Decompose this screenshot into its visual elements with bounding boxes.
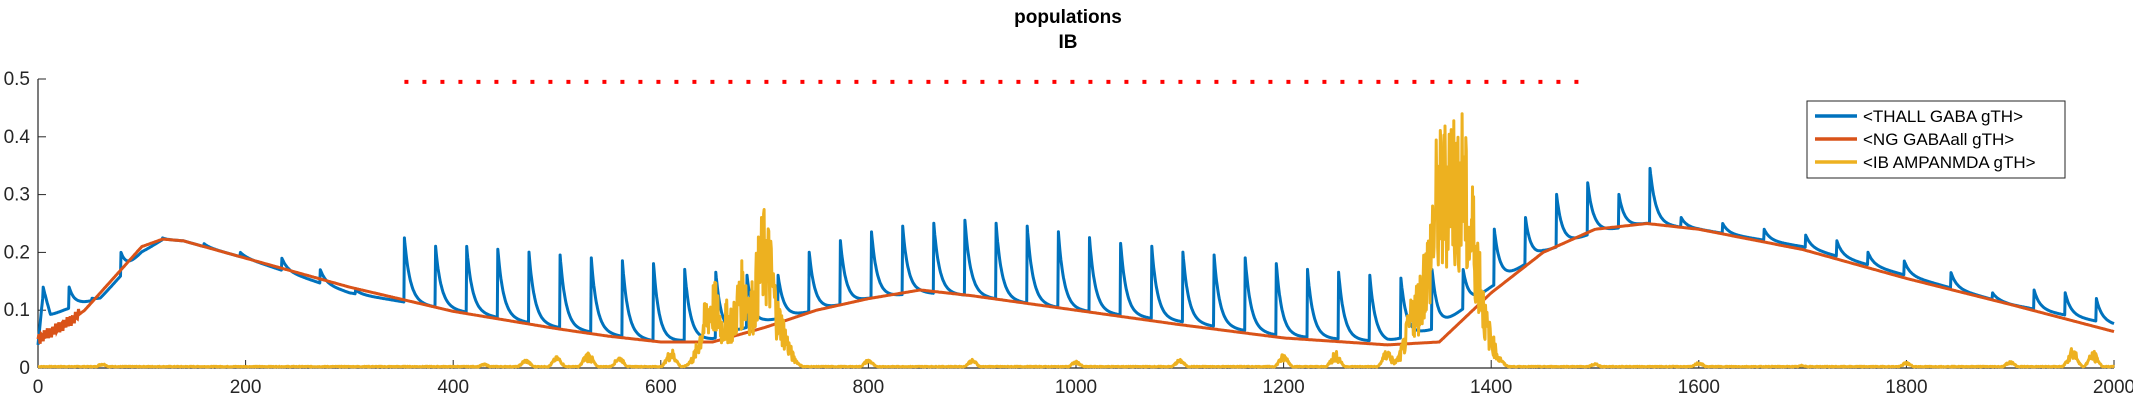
y-tick-label: 0.3	[4, 185, 30, 206]
series-line-ib-ampanmda	[37, 112, 2116, 369]
x-tick-label: 1200	[1262, 377, 1304, 398]
chart-title: populations	[1014, 7, 1122, 28]
x-tick-label: 1000	[1055, 377, 1097, 398]
y-tick-label: 0.4	[4, 127, 31, 148]
x-tick-label: 800	[853, 377, 885, 398]
legend-label: <IB AMPANMDA gTH>	[1863, 153, 2036, 172]
legend-label: <NG GABAall gTH>	[1863, 130, 2014, 149]
x-tick-label: 1800	[1885, 377, 1927, 398]
x-tick-labels: 0 200 400 600 800 1000 1200 1400 1600 1800 2000	[33, 377, 2133, 398]
legend-label: <THALL GABA gTH>	[1863, 107, 2023, 126]
series-line-thall-gaba	[36, 166, 2115, 346]
y-tick-label: 0	[19, 358, 30, 379]
x-tick-label: 1400	[1470, 377, 1512, 398]
legend: <THALL GABA gTH> <NG GABAall gTH> <IB AMPA…	[1806, 100, 2066, 179]
x-tick-label: 200	[230, 377, 262, 398]
series-line-ng-gabaall	[36, 221, 2115, 347]
x-tick-label: 400	[437, 377, 469, 398]
x-tick-label: 0	[33, 377, 44, 398]
chart-subtitle: IB	[1059, 32, 1078, 53]
y-tick-label: 0.1	[4, 300, 30, 321]
y-tick-label: 0.2	[4, 242, 30, 263]
x-tick-label: 1600	[1678, 377, 1720, 398]
plot-area: 0 200 400 600 800 1000 1200 1400 1600 1800 2000 0 0.…	[4, 69, 2133, 398]
y-tick-labels: 0 0.1 0.2 0.3 0.4 0.5	[4, 69, 31, 379]
x-tick-label: 600	[645, 377, 677, 398]
x-tick-label: 2000	[2093, 377, 2133, 398]
y-tick-label: 0.5	[4, 69, 30, 90]
